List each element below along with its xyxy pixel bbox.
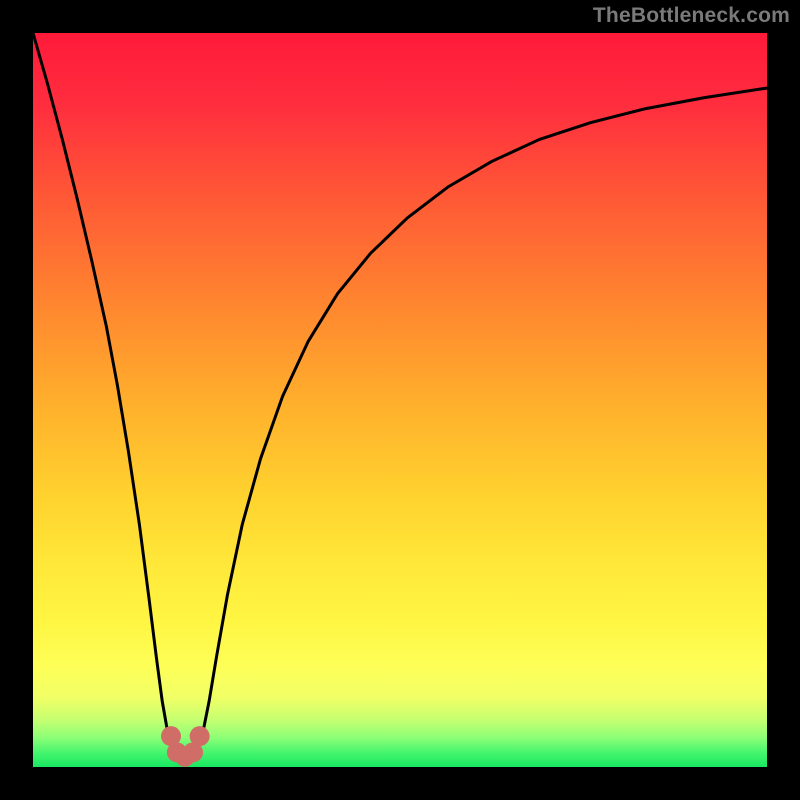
- dip-marker: [190, 726, 210, 746]
- plot-background-gradient: [33, 33, 767, 767]
- chart-svg: [0, 0, 800, 800]
- stage: TheBottleneck.com: [0, 0, 800, 800]
- source-watermark: TheBottleneck.com: [593, 4, 790, 28]
